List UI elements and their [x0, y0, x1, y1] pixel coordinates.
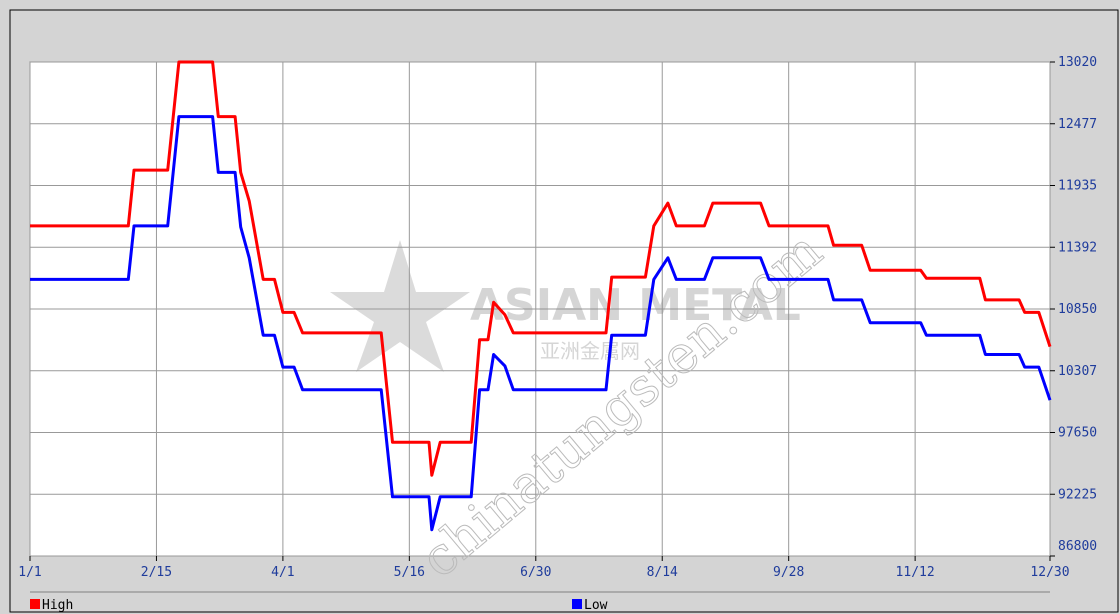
x-tick-label: 9/28 [773, 565, 804, 580]
line-series [30, 60, 1052, 477]
x-tick-label: 2/15 [141, 565, 172, 580]
watermark-text: 亚洲金属网 [540, 339, 640, 363]
x-tick-label: 4/1 [271, 565, 294, 580]
y-tick-label: 13020 [1058, 55, 1097, 70]
y-tick-label: 10850 [1058, 302, 1097, 317]
y-tick-label: 10307 [1058, 364, 1097, 379]
x-tick-label: 11/12 [896, 565, 935, 580]
y-tick-label: 92225 [1058, 487, 1097, 502]
grid [29, 61, 1051, 557]
watermark-logo: ASIAN METAL 亚洲金属网 [330, 240, 801, 372]
legend-label: Low [584, 598, 608, 613]
y-tick-label: 12477 [1058, 117, 1097, 132]
x-tick-label: 12/30 [1030, 565, 1069, 580]
x-tick-label: 8/14 [647, 565, 678, 580]
y-tick-label: 97650 [1058, 426, 1097, 441]
logo-star [330, 240, 470, 372]
legend: High Low [30, 598, 608, 613]
x-tick-label: 6/30 [520, 565, 551, 580]
x-tick-label: 1/1 [18, 565, 41, 580]
watermark-text: ASIAN METAL [470, 280, 801, 331]
axes: 86800 92225 97650 10307 10850 11392 11935 12477… [18, 55, 1097, 580]
legend-swatch [572, 599, 582, 609]
lines [30, 60, 1052, 532]
x-tick-label: 5/16 [394, 565, 425, 580]
legend-swatch [30, 599, 40, 609]
line-series [30, 115, 1052, 532]
y-tick-label: 86800 [1058, 539, 1097, 554]
legend-label: High [42, 598, 73, 613]
y-tick-label: 11392 [1058, 240, 1097, 255]
y-tick-label: 11935 [1058, 179, 1097, 194]
